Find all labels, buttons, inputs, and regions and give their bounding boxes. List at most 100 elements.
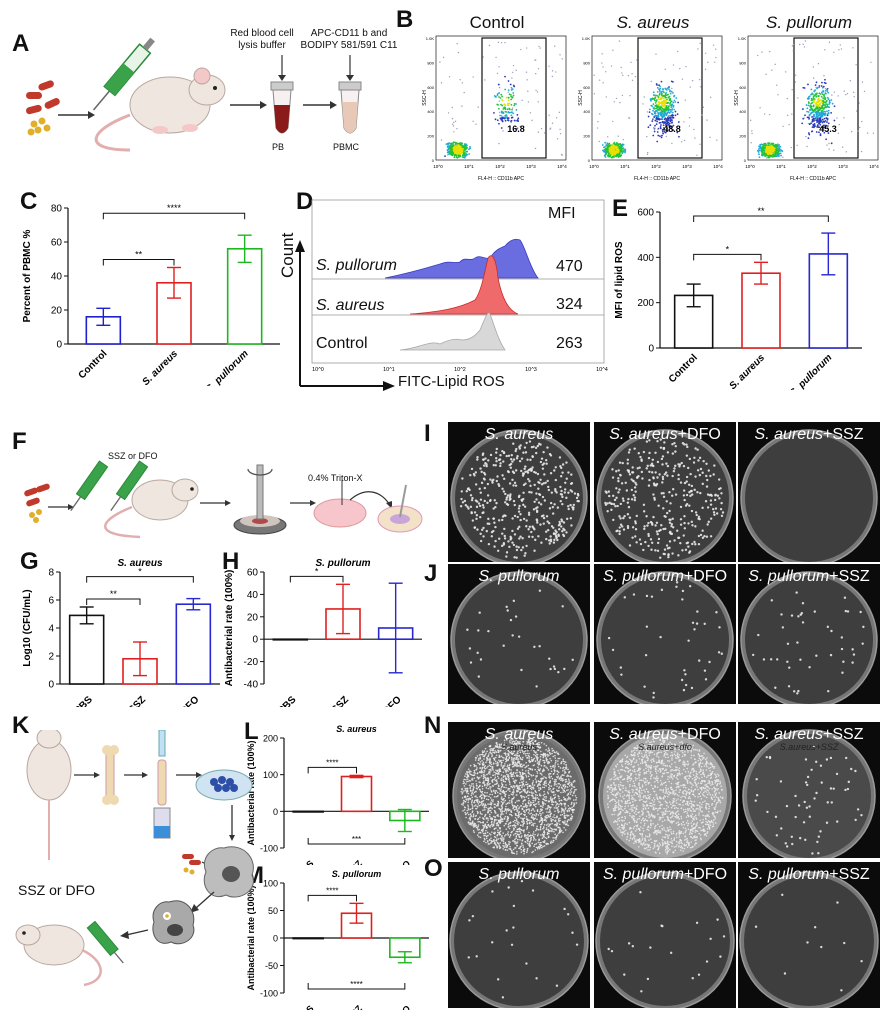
y-axis-label: Antibacterial rate (100%) xyxy=(246,740,256,845)
plate-treatment: +SSZ xyxy=(829,568,870,585)
significance-bracket xyxy=(693,253,762,261)
plate-i-3: S. aureus+SSZ xyxy=(738,422,880,562)
significance-bracket xyxy=(86,576,194,583)
histogram-y-label: Count xyxy=(278,232,297,278)
panel-label-g: G xyxy=(20,548,39,575)
flow-x-label: FL4-H :: CD11b APC xyxy=(634,176,680,182)
flow-y-tick: 0 xyxy=(588,158,591,163)
significance-bracket xyxy=(86,598,141,605)
plate-title: S. pullorum+SSZ xyxy=(738,568,880,586)
schematic-f xyxy=(24,460,423,539)
flow-x-tick: 10^4 xyxy=(713,164,723,169)
flow-x-tick: 10^0 xyxy=(589,164,599,169)
plate-j-3: S. pullorum+SSZ xyxy=(738,564,880,704)
bar-chart-c: 0 20 40 60 80 Percent of PBMC % Control S. aure… xyxy=(22,203,280,386)
hist-name-pullorum: S. pullorum xyxy=(316,257,397,274)
plate-treatment: +DFO xyxy=(677,426,721,443)
histogram-x-label: FITC-Lipid ROS xyxy=(398,373,505,390)
petri-dish-agar xyxy=(747,734,871,858)
y-tick-label: 20 xyxy=(51,306,63,317)
y-tick-label: 60 xyxy=(247,568,259,579)
hist-x-tick: 10^4 xyxy=(596,367,608,373)
plate-title: S. aureus+DFO xyxy=(594,426,736,444)
bar-control xyxy=(85,316,122,345)
significance-bracket xyxy=(289,575,344,583)
y-tick-label: 2 xyxy=(48,652,54,663)
plate-title: S. pullorum+DFO xyxy=(594,568,736,586)
f-treat-label: SSZ or DFO xyxy=(108,451,158,461)
flow-x-tick: 10^3 xyxy=(526,164,536,169)
plate-title: S. aureus+DFO xyxy=(594,726,736,744)
significance-label: * xyxy=(138,567,142,577)
flow-y-tick: 400 xyxy=(583,109,590,114)
plate-o-3: S. pullorum+SSZ xyxy=(738,862,880,1008)
y-tick-label: 0 xyxy=(273,934,278,944)
panel-label-j: J xyxy=(424,560,438,587)
y-tick-label: -20 xyxy=(244,657,259,668)
plate-title: S. pullorum+SSZ xyxy=(738,866,880,884)
plate-treatment: +SSZ xyxy=(823,426,864,443)
flow-y-tick: 800 xyxy=(427,60,434,65)
category-label: S. pullorum xyxy=(788,352,835,390)
bar-pbs xyxy=(272,638,309,641)
flow-plot-title: S. aureus xyxy=(616,13,690,32)
y-axis-label: Log10 (CFU/mL) xyxy=(22,589,33,666)
petri-dish-agar xyxy=(455,576,583,704)
syringe-icon xyxy=(92,37,155,111)
flow-x-tick: 10^3 xyxy=(682,164,692,169)
y-tick-label: 4 xyxy=(48,624,54,635)
petri-dish-agar xyxy=(601,576,729,704)
flow-plot: 16.8 0 200 400 600 800 1.0K 10^0 10^1 10^2 10^3 10^… xyxy=(422,35,567,182)
y-tick-label: -40 xyxy=(244,680,259,691)
flow-x-label: FL4-H :: CD11b APC xyxy=(478,176,524,182)
flow-x-tick: 10^2 xyxy=(495,164,505,169)
flow-y-tick: 600 xyxy=(427,85,434,90)
flow-y-tick: 600 xyxy=(583,85,590,90)
panel-label-o: O xyxy=(424,855,443,882)
bar-chart-m: -100 -50 0 50 100 Antibacterial rate (100%) S.… xyxy=(246,869,429,1010)
handwritten-label: S.aureus+dfo xyxy=(638,742,692,752)
panel-label-l: L xyxy=(244,718,259,745)
panel-label-b: B xyxy=(396,6,414,33)
plate-o-2: S. pullorum+DFO xyxy=(594,862,736,1008)
bacteria-rods-icon xyxy=(26,80,60,115)
y-tick-label: 40 xyxy=(51,272,63,283)
y-tick-label: 40 xyxy=(247,590,259,601)
petri-dish-agar xyxy=(745,576,873,704)
hist-name-control: Control xyxy=(316,335,368,352)
plate-species: S. pullorum xyxy=(478,568,560,585)
gate-percentage: 45.3 xyxy=(819,124,837,134)
flow-x-label: FL4-H :: CD11b APC xyxy=(790,176,836,182)
category-label: PBS xyxy=(276,694,299,707)
category-label: S. aureus xyxy=(728,352,768,390)
plate-species: S. aureus xyxy=(754,726,823,743)
bar-ssz xyxy=(340,775,373,813)
plate-title: S. pullorum xyxy=(448,866,590,884)
flow-x-tick: 10^1 xyxy=(776,164,786,169)
schematic-k xyxy=(15,730,254,987)
flow-plot: 48.8 0 200 400 600 800 1.0K 10^0 10^1 10^2 10^3 10^… xyxy=(578,35,723,182)
category-label: PBS xyxy=(295,1003,315,1010)
plate-n-2: S.aureus+dfo S. aureus+DFO xyxy=(594,722,736,858)
plate-title: S. aureus xyxy=(448,726,590,744)
hist-mfi-aureus: 324 xyxy=(556,296,583,313)
y-tick-label: 0 xyxy=(56,340,62,351)
category-label: PBS xyxy=(72,694,95,707)
category-label: SSZ xyxy=(127,694,149,707)
category-label: SSZ xyxy=(330,694,352,707)
bone-icon xyxy=(102,745,119,805)
y-tick-label: 0 xyxy=(252,635,258,646)
significance-label: * xyxy=(315,566,319,576)
category-label: SSZ xyxy=(344,1003,364,1010)
panel-label-i: I xyxy=(424,420,431,447)
y-tick-label: 0 xyxy=(48,680,54,691)
plate-species: S. pullorum xyxy=(748,568,830,585)
tube-pb-icon xyxy=(270,81,294,134)
histogram-d: 10^0 10^1 10^2 10^3 10^4 xyxy=(295,199,608,391)
histogram-curve-pullorum xyxy=(384,238,539,279)
y-tick-label: 60 xyxy=(51,238,63,249)
flow-plot-title: Control xyxy=(469,13,525,32)
panel-label-c: C xyxy=(20,188,38,215)
bar-dfo xyxy=(175,603,212,685)
schematic-a xyxy=(26,37,362,152)
